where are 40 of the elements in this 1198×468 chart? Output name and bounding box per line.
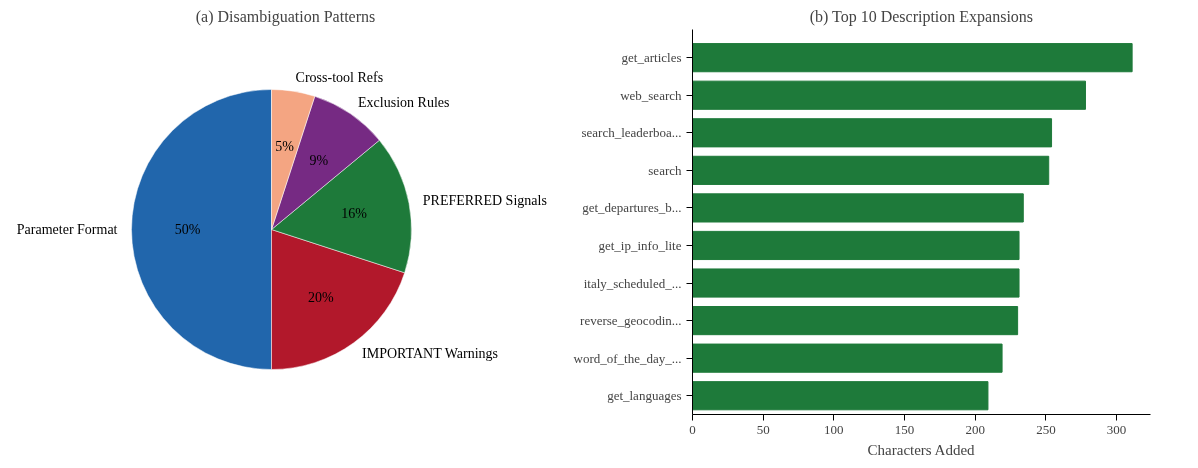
x-tick-label: 200 [965,421,985,437]
x-tick-label: 0 [689,421,696,437]
data-label: 20% [308,289,335,305]
x-tick-label: 250 [1036,421,1056,437]
y-tick-label: search [648,162,682,178]
bar [692,43,1133,73]
data-label: 9% [309,152,329,168]
chart-title: (a) Disambiguation Patterns [195,7,376,26]
slice-label: Exclusion Rules [358,94,450,110]
x-tick-label: 150 [894,421,915,437]
slice-label: Cross-tool Refs [295,70,384,86]
data-label: 50% [174,222,201,237]
y-tick-label: get_ip_info_lite [598,237,682,253]
x-axis-title: Characters Added [867,441,976,458]
bar [692,343,1003,373]
x-tick-label: 300 [1106,421,1127,437]
bar [692,155,1050,185]
bar [692,268,1020,298]
slice-label: IMPORTANT Warnings [362,346,499,362]
chart-title: (b) Top 10 Description Expansions [809,7,1034,26]
bar [692,118,1053,148]
data-label: 16% [341,206,368,222]
y-tick-label: get_languages [607,388,682,404]
bar [692,80,1086,110]
y-tick-label: word_of_the_day_... [573,350,682,366]
bar [692,306,1019,336]
x-tick-label: 50 [756,421,770,437]
y-tick-label: search_leaderboa... [581,125,682,141]
bar [692,230,1020,261]
bar [692,381,989,411]
slice-label: Parameter Format [16,222,118,237]
y-tick-label: get_articles [621,50,682,66]
bar [692,193,1024,223]
x-tick-label: 100 [824,421,844,437]
y-tick-label: reverse_geocodin... [580,313,682,329]
y-tick-label: get_departures_b... [582,200,682,216]
data-label: 5% [275,139,295,155]
slice-label: PREFERRED Signals [422,193,547,209]
y-tick-label: italy_scheduled_... [583,275,682,291]
y-tick-label: web_search [620,87,682,103]
